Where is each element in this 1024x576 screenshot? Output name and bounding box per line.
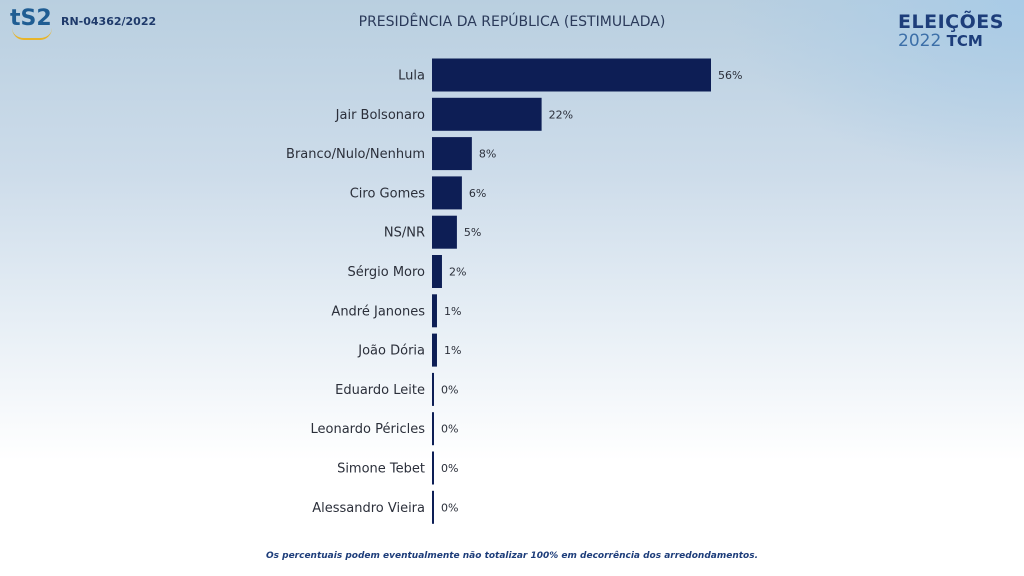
value-label: 8% (479, 148, 496, 161)
value-label: 0% (441, 423, 458, 436)
value-label: 1% (444, 344, 461, 357)
logo-org: TCM (946, 32, 983, 50)
bar-5 (432, 255, 442, 288)
logo-year: 2022 (898, 31, 942, 51)
registration-number: RN-04362/2022 (61, 15, 157, 28)
category-label: Alessandro Vieira (312, 501, 425, 516)
logo-top: ELEIÇÕES (898, 11, 1004, 33)
value-label: 6% (469, 187, 486, 200)
ts2-logo-arrow-icon (12, 28, 52, 40)
bar-3 (432, 176, 462, 210)
chart-title: PRESIDÊNCIA DA REPÚBLICA (ESTIMULADA) (358, 14, 666, 30)
category-label: Simone Tebet (337, 462, 425, 477)
category-label: Leonardo Péricles (311, 422, 426, 437)
bar-11 (432, 490, 434, 524)
bar-8 (432, 372, 434, 406)
value-label: 0% (441, 501, 458, 514)
bar-0 (432, 58, 711, 92)
value-label: 0% (441, 383, 458, 396)
category-label: André Janones (331, 304, 425, 319)
footer-note: Os percentuais podem eventualmente não t… (265, 551, 758, 561)
category-label: Sérgio Moro (348, 265, 426, 280)
bar-7 (432, 333, 437, 367)
eleicoes-logo: ELEIÇÕES 2022 TCM (898, 12, 1004, 50)
bar-2 (432, 137, 472, 171)
value-label: 2% (449, 266, 466, 279)
bar-6 (432, 294, 437, 328)
bar-10 (432, 451, 434, 485)
bar-9 (432, 412, 434, 446)
bar-1 (432, 97, 542, 131)
category-label: Eduardo Leite (335, 383, 425, 398)
value-label: 5% (464, 226, 481, 239)
value-label: 56% (718, 69, 742, 82)
value-label: 22% (549, 108, 573, 121)
category-label: João Dória (357, 344, 425, 359)
bar-4 (432, 215, 457, 249)
category-label: Ciro Gomes (350, 186, 426, 201)
value-label: 1% (444, 305, 461, 318)
category-label: NS/NR (384, 226, 425, 241)
value-label: 0% (441, 462, 458, 475)
category-label: Jair Bolsonaro (335, 108, 425, 123)
category-label: Lula (398, 69, 425, 84)
background-glow (724, 0, 1024, 180)
ts2-logo: tS2 (10, 6, 52, 31)
category-label: Branco/Nulo/Nenhum (286, 147, 425, 162)
